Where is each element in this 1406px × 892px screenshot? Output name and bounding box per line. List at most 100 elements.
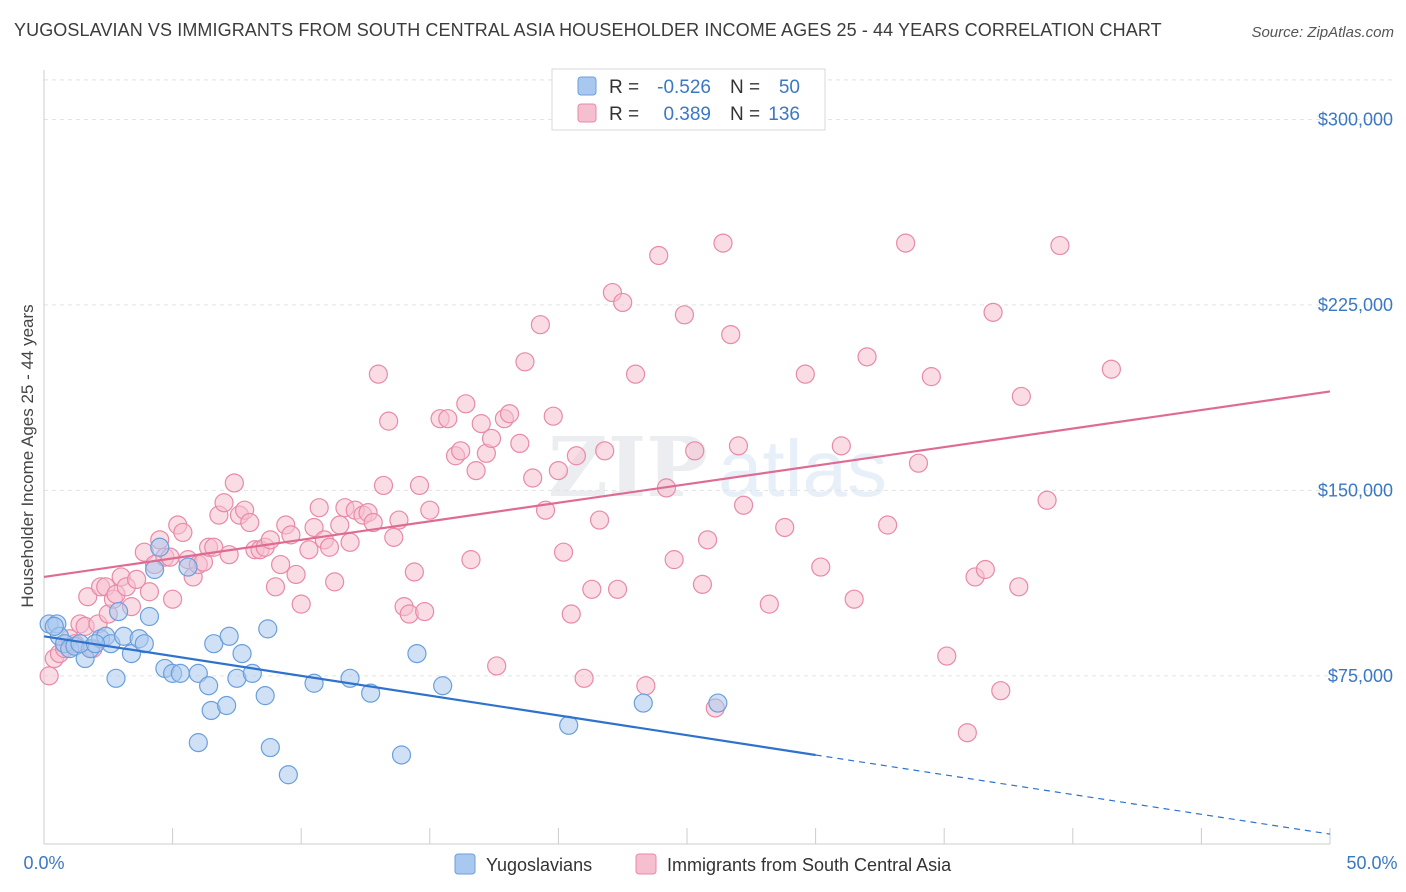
watermark: ZIP atlas bbox=[548, 420, 887, 516]
immigrants-point bbox=[330, 515, 350, 535]
immigrants-point bbox=[937, 646, 957, 666]
immigrants-point bbox=[625, 364, 646, 384]
immigrants-point bbox=[553, 542, 574, 562]
y-tick-label-2: $225,000 bbox=[1318, 295, 1393, 315]
legend-swatch-immigrants bbox=[577, 103, 597, 123]
immigrants-point bbox=[975, 559, 995, 580]
immigrants-point bbox=[368, 364, 388, 384]
immigrants-point bbox=[831, 436, 851, 456]
immigrants-point bbox=[373, 475, 394, 496]
yugoslavians-point bbox=[150, 537, 170, 557]
immigrants-point bbox=[713, 233, 733, 253]
yugoslavians-point bbox=[633, 693, 653, 713]
chart-title: YUGOSLAVIAN VS IMMIGRANTS FROM SOUTH CEN… bbox=[14, 20, 1162, 40]
immigrants-point bbox=[1009, 577, 1029, 597]
immigrants-point bbox=[775, 517, 795, 538]
yugoslavians-point bbox=[170, 663, 190, 683]
yugoslavians-point bbox=[361, 683, 381, 703]
immigrants-point bbox=[649, 245, 669, 266]
immigrants-point bbox=[163, 589, 183, 609]
immigrants-point bbox=[957, 723, 977, 743]
yugoslavians-point bbox=[217, 695, 237, 716]
immigrants-point bbox=[126, 569, 147, 590]
legend-series: Yugoslavians Immigrants from South Centr… bbox=[454, 853, 952, 875]
immigrants-point bbox=[589, 510, 610, 530]
yugoslavians-point bbox=[255, 686, 275, 706]
bottom-legend-label-immigrants: Immigrants from South Central Asia bbox=[667, 855, 952, 875]
immigrants-point bbox=[510, 433, 530, 453]
yugoslavians-point bbox=[407, 643, 427, 664]
immigrants-point bbox=[530, 315, 550, 335]
immigrants-point bbox=[420, 500, 440, 520]
y-tick-label-1: $150,000 bbox=[1318, 480, 1393, 500]
yugoslavians-point bbox=[108, 601, 129, 622]
immigrants-point bbox=[240, 512, 260, 533]
immigrants-point bbox=[582, 579, 602, 599]
immigrants-point bbox=[384, 527, 404, 547]
immigrants-point bbox=[523, 468, 543, 488]
immigrants-point bbox=[340, 532, 360, 552]
trend-lines bbox=[43, 390, 1331, 835]
immigrants-point bbox=[721, 324, 741, 345]
immigrants-point bbox=[281, 525, 301, 545]
yugoslavians-point bbox=[188, 663, 208, 683]
immigrants-point bbox=[471, 414, 491, 434]
immigrants-trend-line bbox=[43, 390, 1331, 579]
immigrants-point bbox=[692, 574, 713, 594]
immigrants-point bbox=[664, 550, 684, 570]
legend-n-value-1: 50 bbox=[779, 77, 800, 98]
yugoslavians-point bbox=[708, 693, 728, 713]
immigrants-point bbox=[1037, 490, 1057, 510]
y-tick-label-0: $75,000 bbox=[1328, 666, 1393, 686]
immigrants-point bbox=[265, 577, 286, 597]
immigrants-point bbox=[271, 554, 291, 575]
immigrants-point bbox=[319, 537, 340, 557]
legend-r-value-2: 0.389 bbox=[663, 104, 711, 125]
yugoslavians-point bbox=[260, 737, 280, 758]
immigrants-point bbox=[566, 446, 587, 466]
y-tick-label-3: $300,000 bbox=[1318, 109, 1393, 129]
immigrants-point bbox=[481, 428, 502, 449]
yugoslavians-point bbox=[178, 557, 198, 577]
x-tick-label-max: 50.0% bbox=[1346, 853, 1397, 873]
immigrants-point bbox=[543, 406, 563, 426]
yugoslavians-point bbox=[278, 765, 298, 785]
immigrants-point bbox=[878, 515, 898, 535]
legend-r-label-1: R = bbox=[609, 77, 639, 98]
legend-box bbox=[551, 68, 826, 131]
yugoslavians-point bbox=[199, 676, 219, 696]
series-yugoslavians-points bbox=[39, 537, 728, 785]
immigrants-point bbox=[39, 666, 59, 686]
legend-correlation: R = -0.526 N = 50 R = 0.389 N = 136 bbox=[551, 68, 826, 131]
immigrants-point bbox=[438, 409, 458, 429]
immigrants-point bbox=[404, 562, 424, 582]
immigrants-point bbox=[379, 411, 399, 431]
immigrants-point bbox=[636, 676, 656, 696]
yugoslavians-point bbox=[144, 559, 165, 580]
bottom-legend-label-yugoslavians: Yugoslavians bbox=[486, 855, 592, 875]
immigrants-point bbox=[451, 441, 471, 461]
immigrants-point bbox=[415, 601, 435, 622]
yugoslavians-point bbox=[258, 619, 278, 639]
immigrants-point bbox=[466, 461, 486, 481]
legend-n-label-2: N = bbox=[730, 104, 760, 125]
immigrants-point bbox=[728, 436, 749, 456]
yugoslavians-point bbox=[139, 606, 160, 627]
immigrants-point bbox=[291, 594, 311, 614]
immigrants-point bbox=[286, 564, 306, 585]
immigrants-point bbox=[409, 475, 430, 496]
immigrants-point bbox=[561, 604, 581, 624]
immigrants-point bbox=[991, 681, 1011, 701]
immigrants-point bbox=[1011, 386, 1031, 407]
legend-n-value-2: 136 bbox=[768, 104, 800, 125]
immigrants-point bbox=[733, 495, 754, 515]
immigrants-point bbox=[548, 461, 569, 481]
immigrants-point bbox=[896, 233, 916, 253]
immigrants-point bbox=[811, 557, 831, 577]
immigrants-point bbox=[309, 498, 329, 518]
legend-n-label-1: N = bbox=[730, 77, 760, 98]
immigrants-point bbox=[224, 473, 244, 493]
legend-swatch-yugoslavians bbox=[577, 76, 597, 96]
chart-source: Source: ZipAtlas.com bbox=[1251, 24, 1394, 41]
